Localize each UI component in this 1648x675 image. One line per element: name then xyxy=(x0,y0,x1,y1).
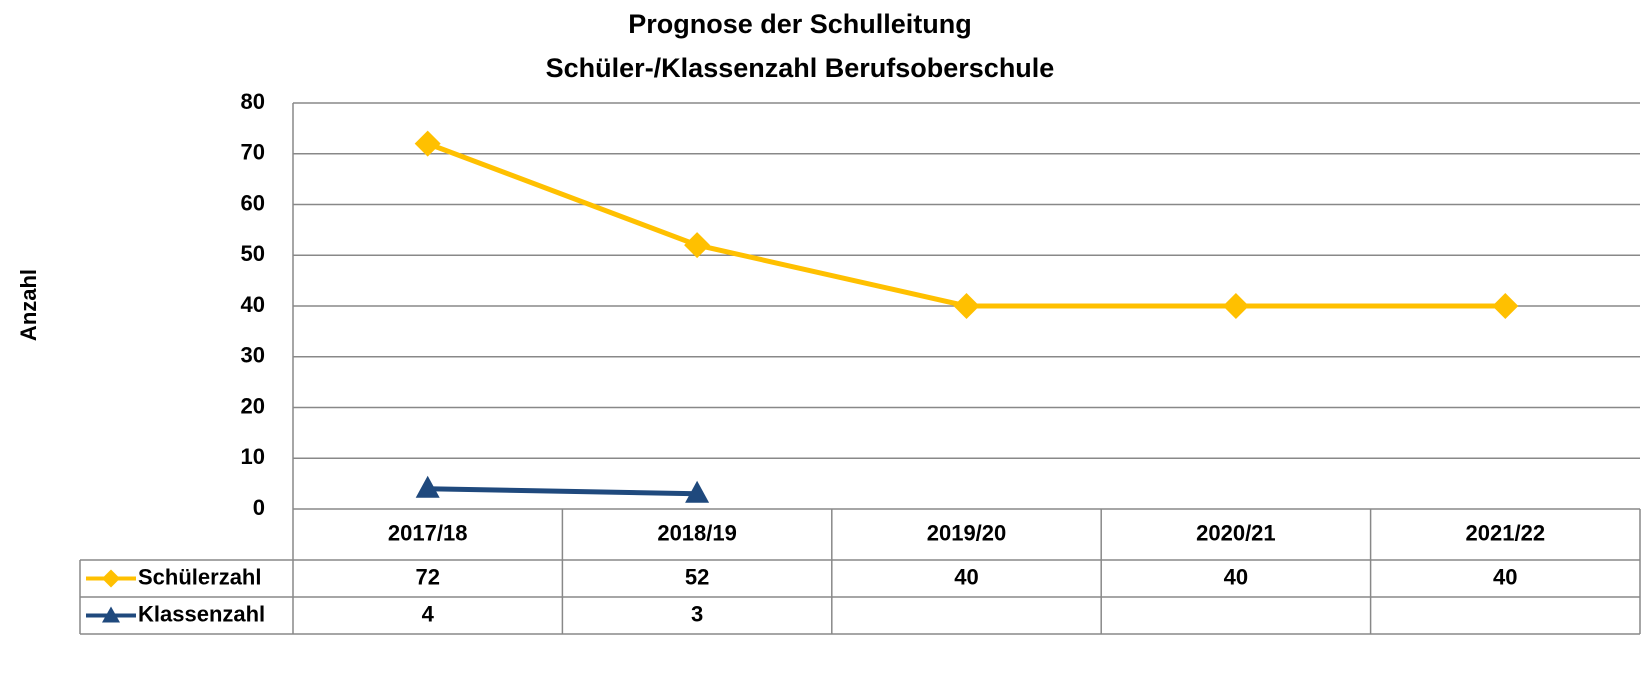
legend-marker xyxy=(102,606,120,623)
table-value: 3 xyxy=(691,601,703,626)
line xyxy=(426,141,1506,309)
y-tick-label: 0 xyxy=(253,495,265,520)
x-tick-label: 2021/22 xyxy=(1466,520,1546,545)
marker xyxy=(415,475,440,498)
marker xyxy=(414,130,441,157)
line xyxy=(427,486,698,497)
table-value: 4 xyxy=(422,601,435,626)
table-value: 40 xyxy=(1224,564,1248,589)
y-axis-label: Anzahl xyxy=(16,269,41,341)
marker xyxy=(1492,293,1519,319)
y-tick-label: 60 xyxy=(241,190,265,215)
chart-title: Schüler-/Klassenzahl Berufsoberschule xyxy=(546,53,1055,83)
table-value: 40 xyxy=(1493,564,1517,589)
legend-label: Schülerzahl xyxy=(138,564,261,589)
y-tick-label: 50 xyxy=(241,241,265,266)
table-value: 72 xyxy=(415,564,439,589)
y-tick-label: 20 xyxy=(241,393,265,418)
x-tick-label: 2020/21 xyxy=(1196,520,1276,545)
legend-label: Klassenzahl xyxy=(138,601,265,626)
table-value: 52 xyxy=(685,564,709,589)
legend-marker xyxy=(102,569,120,588)
marker xyxy=(1222,293,1249,319)
y-tick-label: 70 xyxy=(241,140,265,165)
chart-title: Prognose der Schulleitung xyxy=(628,9,972,39)
marker xyxy=(685,480,710,503)
marker xyxy=(684,232,711,259)
y-tick-label: 40 xyxy=(241,292,265,317)
marker xyxy=(953,293,980,319)
table-value: 40 xyxy=(954,564,978,589)
x-tick-label: 2017/18 xyxy=(388,520,468,545)
y-tick-label: 80 xyxy=(241,89,265,114)
y-tick-label: 10 xyxy=(241,444,265,469)
x-tick-label: 2019/20 xyxy=(927,520,1007,545)
x-tick-label: 2018/19 xyxy=(657,520,737,545)
y-tick-label: 30 xyxy=(241,343,265,368)
